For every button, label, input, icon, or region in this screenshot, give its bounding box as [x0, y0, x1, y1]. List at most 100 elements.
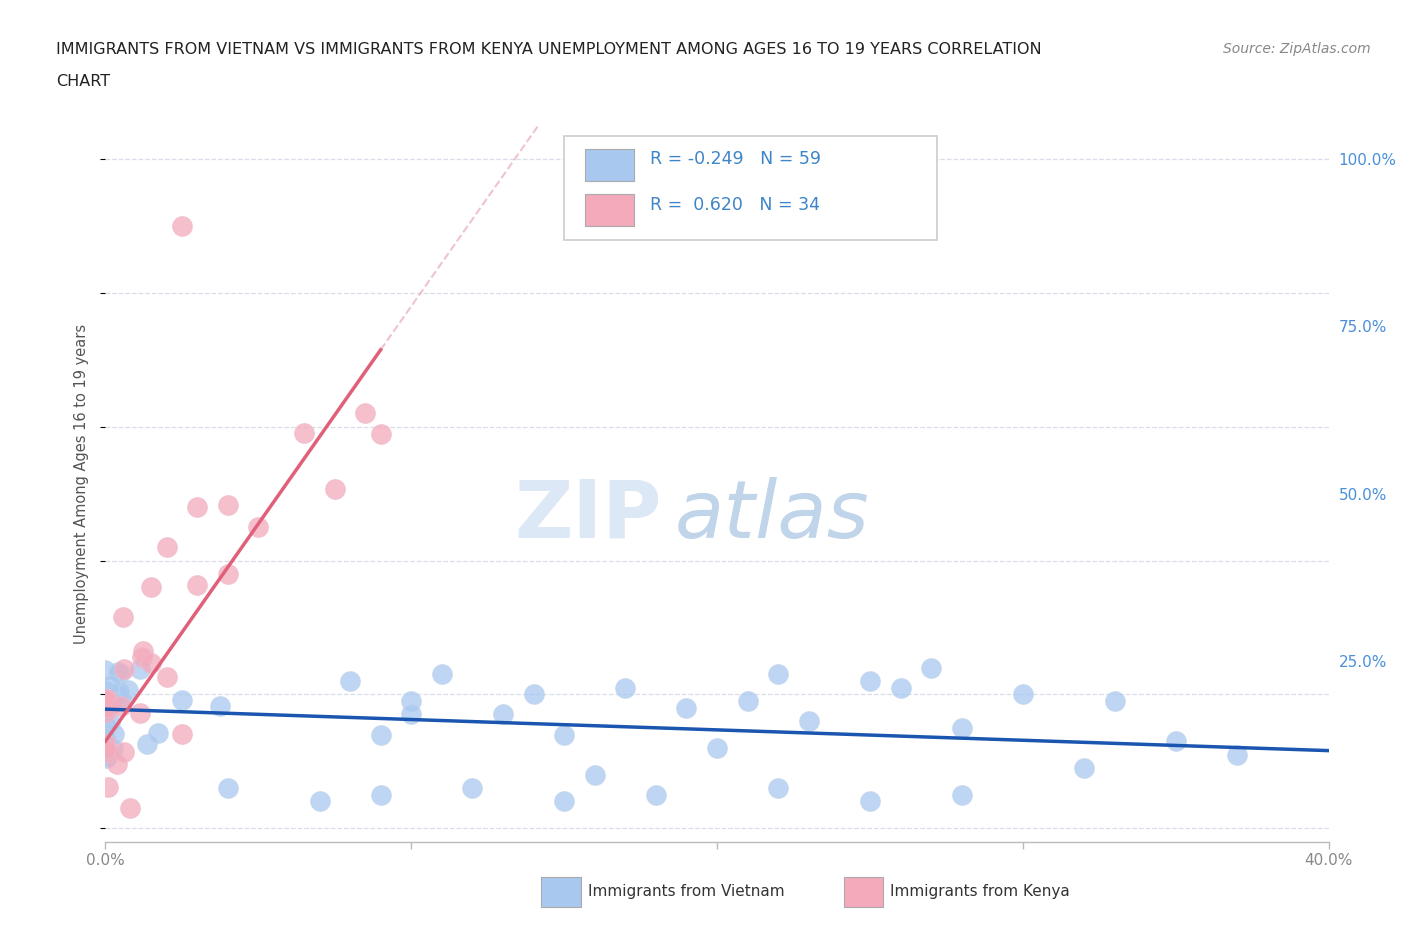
- Point: [103, 727, 125, 742]
- Point: [100, 677, 122, 692]
- Point: [492, 707, 515, 722]
- Point: [217, 566, 239, 581]
- Point: [96, 748, 118, 763]
- Point: [94, 718, 117, 733]
- Point: [94, 751, 117, 765]
- Point: [170, 219, 193, 233]
- Point: [112, 661, 135, 676]
- Point: [430, 667, 453, 682]
- Point: [155, 539, 177, 554]
- Point: [94, 684, 117, 698]
- Point: [97, 698, 120, 713]
- Point: [217, 498, 239, 512]
- Point: [208, 698, 231, 713]
- Point: [675, 700, 697, 715]
- Point: [583, 767, 606, 782]
- Point: [146, 725, 169, 740]
- Point: [105, 757, 128, 772]
- Point: [950, 721, 973, 736]
- Point: [131, 649, 153, 664]
- Point: [94, 705, 117, 720]
- Point: [98, 714, 121, 729]
- Text: R =  0.620   N = 34: R = 0.620 N = 34: [650, 195, 820, 214]
- Text: CHART: CHART: [56, 74, 110, 89]
- Point: [128, 706, 150, 721]
- Point: [401, 707, 423, 722]
- Y-axis label: Unemployment Among Ages 16 to 19 years: Unemployment Among Ages 16 to 19 years: [75, 324, 90, 644]
- Point: [186, 578, 208, 592]
- Text: R = -0.249   N = 59: R = -0.249 N = 59: [650, 151, 821, 168]
- Point: [141, 580, 163, 595]
- Point: [339, 673, 361, 688]
- Point: [97, 698, 120, 713]
- Point: [112, 745, 135, 760]
- Point: [118, 800, 141, 815]
- Point: [461, 780, 484, 795]
- Point: [110, 699, 132, 714]
- Text: Source: ZipAtlas.com: Source: ZipAtlas.com: [1223, 42, 1371, 56]
- Point: [614, 680, 637, 695]
- Point: [101, 740, 124, 755]
- Point: [110, 693, 132, 708]
- Point: [768, 780, 790, 795]
- Point: [97, 694, 120, 709]
- Point: [1164, 734, 1187, 749]
- Point: [94, 731, 117, 746]
- Point: [1073, 761, 1095, 776]
- Point: [117, 683, 139, 698]
- Point: [768, 667, 790, 682]
- Point: [107, 687, 129, 702]
- Point: [129, 661, 152, 676]
- Point: [797, 713, 820, 728]
- Point: [950, 788, 973, 803]
- Point: [100, 698, 122, 712]
- Text: ZIP: ZIP: [515, 477, 662, 555]
- Point: [107, 664, 129, 679]
- Point: [132, 644, 155, 658]
- FancyBboxPatch shape: [564, 137, 938, 240]
- Point: [96, 691, 118, 706]
- Point: [401, 694, 423, 709]
- Bar: [585, 193, 634, 226]
- Point: [1011, 687, 1033, 702]
- Point: [103, 695, 125, 710]
- Point: [94, 737, 117, 751]
- Point: [1104, 694, 1126, 709]
- Point: [354, 405, 377, 420]
- Text: IMMIGRANTS FROM VIETNAM VS IMMIGRANTS FROM KENYA UNEMPLOYMENT AMONG AGES 16 TO 1: IMMIGRANTS FROM VIETNAM VS IMMIGRANTS FR…: [56, 42, 1042, 57]
- Point: [141, 656, 163, 671]
- Point: [859, 673, 882, 688]
- Point: [108, 665, 131, 680]
- Text: Immigrants from Vietnam: Immigrants from Vietnam: [588, 884, 785, 899]
- Point: [1226, 747, 1249, 762]
- Point: [370, 788, 392, 803]
- Point: [523, 687, 546, 702]
- Point: [889, 680, 911, 695]
- Point: [108, 684, 131, 699]
- Point: [94, 691, 117, 706]
- Point: [94, 741, 117, 756]
- Point: [155, 670, 177, 684]
- Point: [370, 727, 392, 742]
- Point: [737, 694, 759, 709]
- Point: [553, 727, 575, 742]
- Point: [706, 740, 728, 755]
- Point: [94, 663, 117, 678]
- Text: atlas: atlas: [675, 477, 869, 555]
- Point: [136, 737, 159, 751]
- Point: [859, 794, 882, 809]
- Point: [186, 499, 208, 514]
- Point: [97, 744, 120, 759]
- Bar: [585, 149, 634, 181]
- Point: [370, 426, 392, 441]
- Point: [97, 780, 120, 795]
- Point: [170, 726, 193, 741]
- Point: [308, 794, 330, 809]
- Point: [292, 426, 315, 441]
- Text: Immigrants from Kenya: Immigrants from Kenya: [890, 884, 1070, 899]
- Point: [323, 482, 346, 497]
- Point: [247, 520, 270, 535]
- Point: [94, 700, 117, 715]
- Point: [644, 788, 666, 803]
- Point: [170, 693, 193, 708]
